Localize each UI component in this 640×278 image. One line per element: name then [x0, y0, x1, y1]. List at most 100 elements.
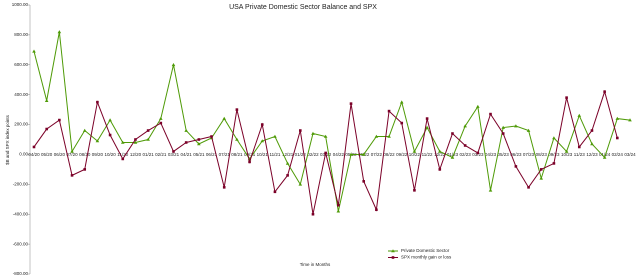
- marker: [375, 208, 378, 212]
- marker: [184, 128, 188, 132]
- marker: [565, 96, 568, 99]
- marker: [628, 118, 632, 122]
- x-tick-label: 04/20: [28, 152, 40, 157]
- marker: [286, 174, 289, 177]
- marker: [44, 98, 49, 102]
- marker: [336, 209, 341, 213]
- marker: [539, 168, 543, 171]
- marker: [171, 62, 176, 67]
- marker: [70, 174, 74, 177]
- x-tick-label: 02/24: [612, 152, 624, 157]
- marker: [58, 118, 61, 122]
- y-tick-label: -200.00: [13, 182, 29, 187]
- marker: [391, 256, 395, 259]
- x-tick-label: 08/21: [231, 152, 243, 157]
- marker: [603, 90, 606, 93]
- marker: [95, 139, 100, 143]
- marker: [564, 149, 569, 153]
- marker: [146, 129, 150, 132]
- x-tick-label: 06/20: [54, 152, 66, 157]
- x-tick-label: 10/23: [561, 152, 573, 157]
- x-tick-label: 09/23: [548, 152, 560, 157]
- marker: [323, 134, 328, 138]
- y-tick-label: -400.00: [13, 211, 29, 216]
- x-tick-label: 02/22: [307, 152, 319, 157]
- marker: [311, 212, 315, 216]
- marker: [374, 134, 379, 138]
- marker: [399, 100, 404, 104]
- marker: [526, 128, 531, 132]
- x-tick-label: 12/20: [130, 152, 142, 157]
- x-tick-label: 04/23: [485, 152, 497, 157]
- marker: [450, 155, 455, 159]
- marker: [387, 134, 391, 138]
- marker: [437, 149, 442, 153]
- marker: [349, 102, 353, 105]
- marker: [488, 188, 493, 192]
- legend-label: Private Domestic Sector: [401, 248, 450, 253]
- marker: [337, 203, 340, 207]
- marker: [172, 150, 175, 153]
- x-tick-label: 10/21: [257, 152, 269, 157]
- marker: [298, 182, 303, 186]
- marker: [311, 131, 315, 135]
- marker: [235, 108, 239, 111]
- marker: [134, 138, 137, 141]
- y-tick-label: 200.00: [14, 122, 28, 127]
- marker: [273, 190, 277, 194]
- marker: [577, 145, 581, 149]
- marker: [602, 155, 607, 159]
- x-tick-label: 09/21: [244, 152, 256, 157]
- marker: [197, 138, 201, 141]
- marker: [577, 113, 582, 117]
- x-tick-label: 07/20: [66, 152, 78, 157]
- marker: [57, 30, 62, 34]
- x-tick-label: 11/22: [422, 152, 433, 157]
- marker: [197, 142, 201, 146]
- x-axis-label: Time in Months: [300, 262, 331, 267]
- y-tick-label: 600.00: [14, 62, 28, 67]
- x-tick-label: 08/23: [536, 152, 548, 157]
- marker: [425, 125, 429, 129]
- marker: [539, 176, 544, 180]
- marker: [616, 136, 619, 140]
- marker: [451, 132, 454, 135]
- x-tick-label: 12/21: [282, 152, 294, 157]
- marker: [32, 49, 36, 53]
- marker: [108, 118, 112, 122]
- marker: [361, 152, 366, 156]
- marker: [391, 249, 395, 253]
- marker: [527, 186, 530, 189]
- marker: [425, 117, 429, 120]
- marker: [248, 160, 251, 164]
- marker: [514, 165, 518, 168]
- y-tick-label: -800.00: [13, 271, 29, 276]
- chart-title: USA Private Domestic Sector Balance and …: [229, 4, 377, 11]
- marker: [413, 189, 416, 192]
- x-tick-label: 10/20: [104, 152, 116, 157]
- y-axis-label: $B and SPX index points: [5, 114, 10, 165]
- marker: [590, 142, 594, 146]
- marker: [362, 180, 366, 183]
- x-tick-label: 03/23: [472, 152, 484, 157]
- marker: [590, 129, 594, 132]
- x-tick-label: 01/21: [142, 152, 154, 157]
- x-tick-label: 11/21: [269, 152, 280, 157]
- x-tick-label: 05/21: [193, 152, 205, 157]
- marker: [387, 109, 391, 113]
- marker: [489, 112, 492, 116]
- marker: [210, 135, 213, 138]
- marker: [96, 100, 99, 104]
- marker: [70, 149, 74, 153]
- marker: [260, 139, 265, 143]
- x-tick-label: 07/22: [371, 152, 383, 157]
- x-tick-label: 08/20: [79, 152, 91, 157]
- x-tick-label: 07/21: [219, 152, 231, 157]
- x-tick-label: 05/23: [498, 152, 510, 157]
- y-tick-label: 1000.00: [12, 2, 29, 7]
- x-tick-label: 01/22: [295, 152, 307, 157]
- x-tick-label: 02/21: [155, 152, 167, 157]
- marker: [412, 149, 417, 153]
- marker: [32, 145, 36, 149]
